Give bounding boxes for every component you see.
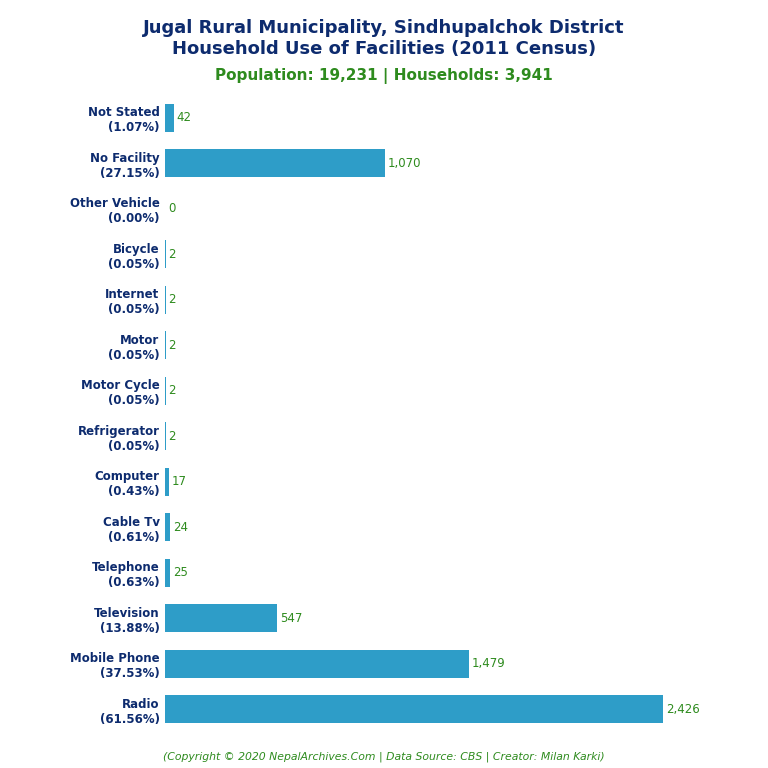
Text: Population: 19,231 | Households: 3,941: Population: 19,231 | Households: 3,941 <box>215 68 553 84</box>
Text: 1,070: 1,070 <box>388 157 422 170</box>
Text: 2: 2 <box>169 430 176 443</box>
Text: Jugal Rural Municipality, Sindhupalchok District: Jugal Rural Municipality, Sindhupalchok … <box>144 19 624 37</box>
Text: 2,426: 2,426 <box>666 703 700 716</box>
Bar <box>165 695 663 723</box>
Text: 2: 2 <box>169 339 176 352</box>
Bar <box>165 149 385 177</box>
Bar <box>165 558 170 587</box>
Text: 25: 25 <box>174 566 188 579</box>
Bar <box>165 650 468 678</box>
Text: (Copyright © 2020 NepalArchives.Com | Data Source: CBS | Creator: Milan Karki): (Copyright © 2020 NepalArchives.Com | Da… <box>163 751 605 762</box>
Text: 17: 17 <box>172 475 187 488</box>
Bar <box>165 604 277 632</box>
Text: 2: 2 <box>169 293 176 306</box>
Bar <box>165 513 170 541</box>
Text: 547: 547 <box>280 612 303 625</box>
Text: 2: 2 <box>169 384 176 397</box>
Text: 1,479: 1,479 <box>472 657 505 670</box>
Text: 0: 0 <box>168 202 176 215</box>
Text: 24: 24 <box>173 521 188 534</box>
Bar <box>165 468 169 496</box>
Bar <box>165 104 174 132</box>
Text: 42: 42 <box>177 111 192 124</box>
Text: Household Use of Facilities (2011 Census): Household Use of Facilities (2011 Census… <box>172 40 596 58</box>
Text: 2: 2 <box>169 248 176 261</box>
